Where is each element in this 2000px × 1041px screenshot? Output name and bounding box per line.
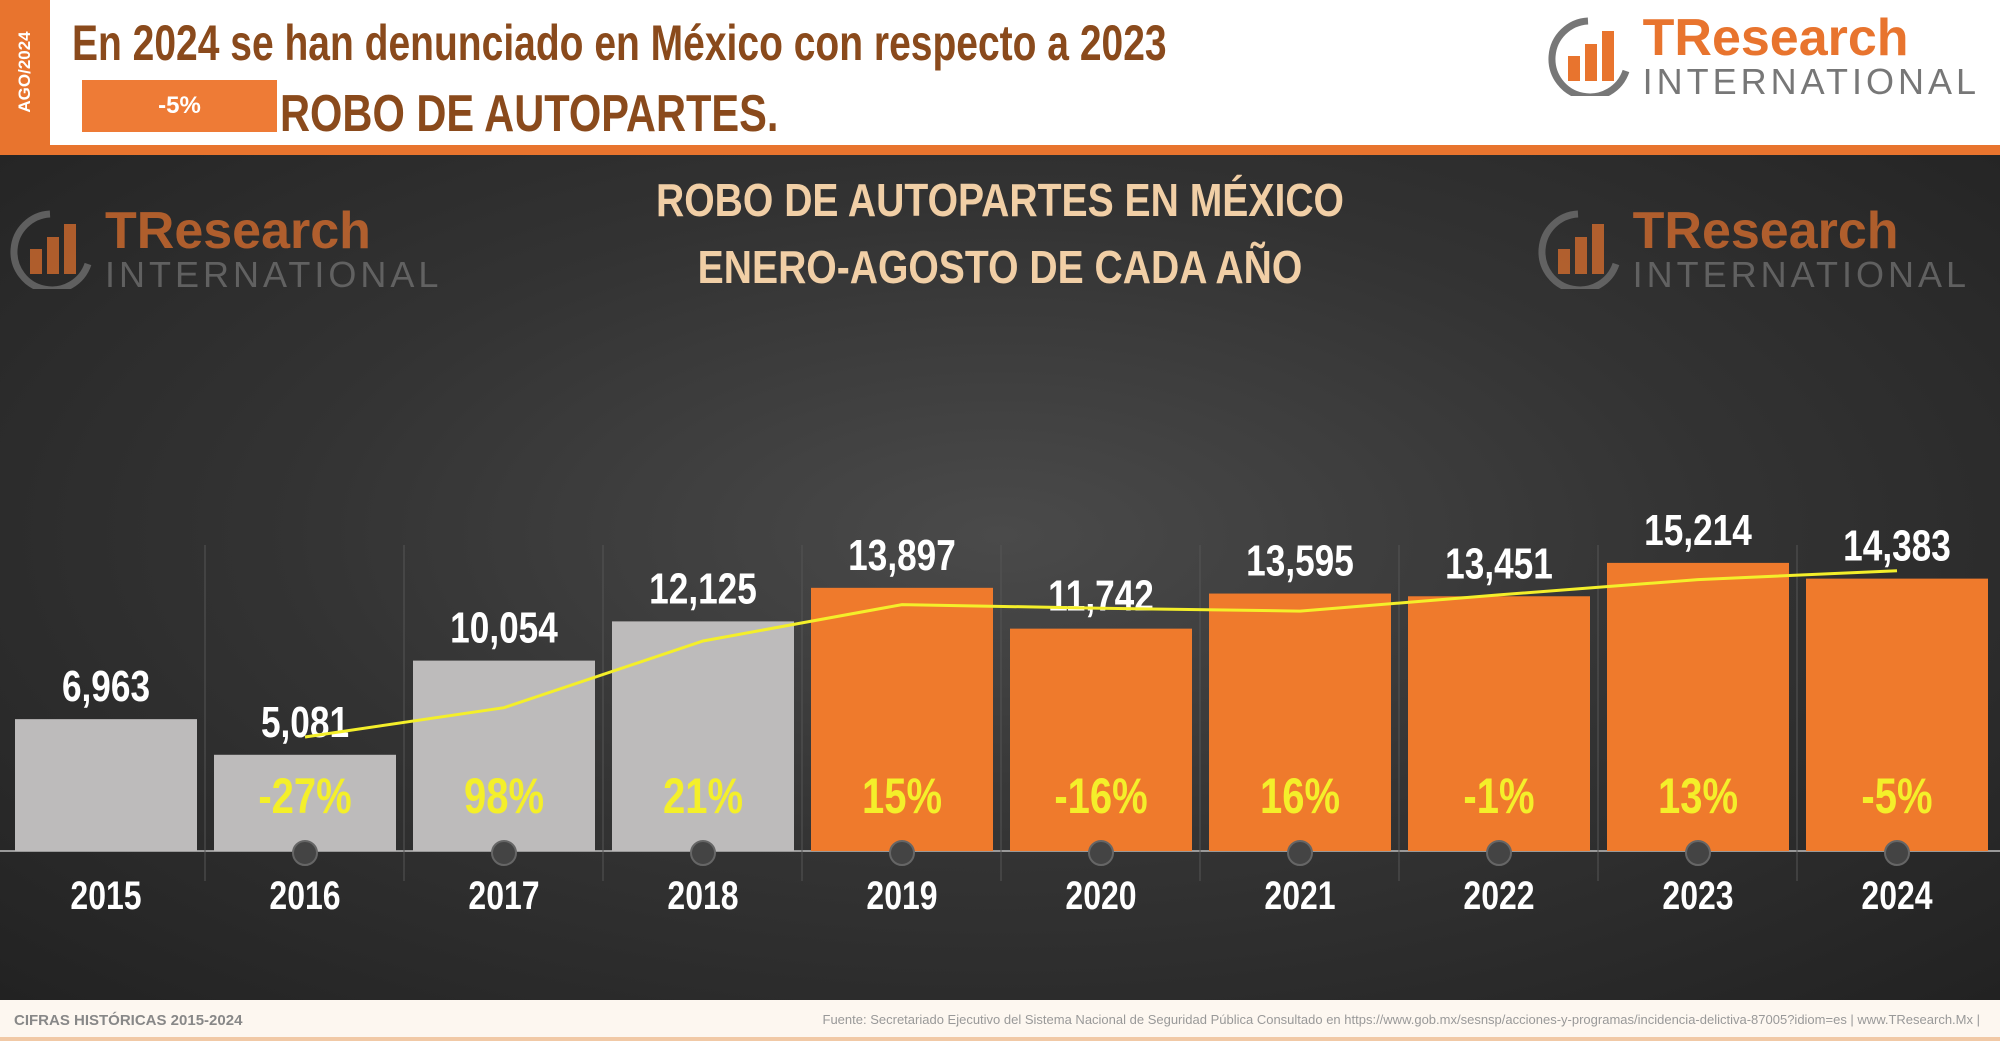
- bar-2020: [1010, 628, 1192, 851]
- value-label: 6,963: [62, 662, 150, 711]
- year-label: 2023: [1662, 873, 1733, 918]
- value-label: 13,897: [848, 531, 956, 580]
- year-label: 2020: [1065, 873, 1136, 918]
- logo-chart-icon: [5, 209, 95, 294]
- watermark-logo-left: TResearch INTERNATIONAL: [5, 202, 443, 295]
- year-label: 2022: [1463, 873, 1534, 918]
- bar-2017: [413, 660, 595, 851]
- chart-subtitle: ENERO-AGOSTO DE CADA AÑO: [697, 241, 1303, 293]
- pct-change-label: 16%: [1260, 768, 1340, 824]
- trend-line: [304, 569, 1898, 739]
- footer-label: CIFRAS HISTÓRICAS 2015-2024: [14, 1012, 243, 1029]
- pct-change-label: -16%: [1054, 768, 1147, 824]
- year-label: 2017: [468, 873, 539, 918]
- value-label: 11,742: [1048, 572, 1154, 621]
- year-dot: [292, 840, 318, 866]
- pct-change-label: -5%: [1861, 768, 1932, 824]
- year-dot: [1685, 840, 1711, 866]
- value-label: 13,451: [1445, 540, 1553, 589]
- logo-subtext: INTERNATIONAL: [1642, 61, 1980, 102]
- chart-title: ROBO DE AUTOPARTES EN MÉXICO: [656, 174, 1344, 226]
- pct-change-label: 21%: [663, 768, 743, 824]
- logo-text: TResearch: [1642, 9, 1909, 67]
- pct-change-label: 13%: [1658, 768, 1738, 824]
- bar-chart: 6,963 2015 5,081 -27% 2016 10,054 98% 2017 12,12…: [0, 506, 2000, 918]
- bar-2024: [1806, 578, 1988, 851]
- bar-2016: [214, 754, 396, 851]
- header: AGO/2024 En 2024 se han denunciado en Mé…: [0, 0, 2000, 145]
- logo-chart-icon: [1533, 209, 1623, 294]
- pct-change-label: 15%: [862, 768, 942, 824]
- watermark-logo-right: TResearch INTERNATIONAL: [1533, 202, 1970, 295]
- logo-chart-icon: [1543, 16, 1633, 101]
- year-dot: [491, 840, 517, 866]
- pct-change-label: 98%: [464, 768, 544, 824]
- year-label: 2016: [269, 873, 340, 918]
- year-label: 2018: [667, 873, 738, 918]
- chart-panel: ROBO DE AUTOPARTES EN MÉXICO ENERO-AGOST…: [0, 155, 2000, 1000]
- headline: En 2024 se han denunciado en México con …: [72, 15, 1167, 71]
- bar-2023: [1607, 562, 1789, 851]
- year-dot: [690, 840, 716, 866]
- year-label: 2019: [866, 873, 937, 918]
- divider: [0, 145, 2000, 155]
- bar-2018: [612, 621, 794, 851]
- period-tag: AGO/2024: [15, 31, 34, 113]
- logo-text: TResearch: [1632, 202, 1899, 260]
- year-label: 2024: [1861, 873, 1932, 918]
- bar-2022: [1408, 596, 1590, 851]
- logo-subtext: INTERNATIONAL: [105, 254, 443, 295]
- brand-logo: TResearch INTERNATIONAL: [1543, 9, 1980, 102]
- logo-text: TResearch: [105, 202, 371, 260]
- value-label: 5,081: [261, 698, 349, 747]
- change-badge: -5%: [82, 80, 277, 132]
- year-dot: [889, 840, 915, 866]
- year-dot: [1884, 840, 1910, 866]
- bar-2015: [15, 719, 197, 851]
- year-dot: [1287, 840, 1313, 866]
- bar-2019: [811, 587, 993, 851]
- value-label: 10,054: [450, 604, 558, 653]
- year-dot: [1088, 840, 1114, 866]
- logo-subtext: INTERNATIONAL: [1632, 254, 1970, 295]
- crime-label: ROBO DE AUTOPARTES.: [280, 85, 779, 143]
- year-label: 2015: [70, 873, 141, 918]
- footer-source: Fuente: Secretariado Ejecutivo del Siste…: [822, 1012, 1980, 1027]
- footer: CIFRAS HISTÓRICAS 2015-2024 Fuente: Secr…: [0, 1000, 2000, 1041]
- year-label: 2021: [1264, 873, 1335, 918]
- year-dot: [1486, 840, 1512, 866]
- pct-change-label: -27%: [258, 768, 351, 824]
- value-label: 13,595: [1246, 537, 1354, 586]
- period-strip: AGO/2024: [0, 0, 50, 145]
- bar-2021: [1209, 593, 1391, 851]
- pct-change-label: -1%: [1463, 768, 1534, 824]
- value-label: 12,125: [649, 565, 757, 614]
- value-label: 14,383: [1843, 522, 1951, 571]
- value-label: 15,214: [1644, 506, 1752, 555]
